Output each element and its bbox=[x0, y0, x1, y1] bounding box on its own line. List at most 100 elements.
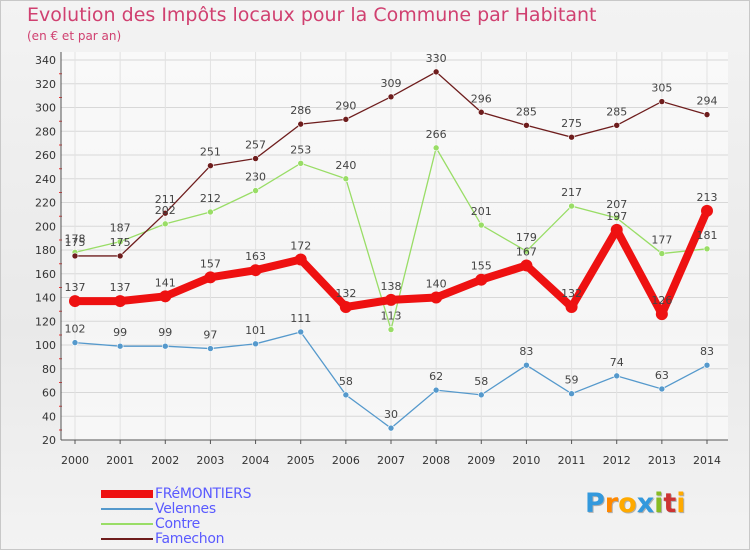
logo-letter: i bbox=[676, 488, 686, 519]
data-point bbox=[339, 301, 352, 313]
data-label: 172 bbox=[290, 240, 311, 253]
data-label: 102 bbox=[65, 323, 86, 336]
legend-item-contre: Contre bbox=[101, 516, 251, 532]
data-point bbox=[161, 342, 169, 350]
data-point bbox=[477, 221, 485, 229]
data-point bbox=[387, 326, 395, 333]
data-label: 181 bbox=[697, 229, 718, 242]
series-frmontiers bbox=[69, 204, 713, 321]
data-point bbox=[430, 291, 443, 304]
x-tick-label: 2009 bbox=[467, 454, 495, 467]
legend-swatch bbox=[101, 489, 153, 498]
data-point bbox=[116, 342, 124, 350]
y-tick-label: 340 bbox=[35, 54, 56, 67]
logo-letter: i bbox=[654, 488, 664, 519]
data-label: 140 bbox=[426, 278, 447, 291]
y-tick-label: 20 bbox=[42, 434, 56, 447]
data-label: 30 bbox=[384, 408, 398, 421]
data-point bbox=[658, 98, 666, 105]
data-point bbox=[294, 253, 307, 266]
data-label: 111 bbox=[290, 312, 311, 325]
data-label: 132 bbox=[335, 287, 356, 300]
x-tick-label: 2014 bbox=[693, 454, 721, 467]
y-tick-label: 100 bbox=[35, 339, 56, 352]
data-label: 132 bbox=[561, 287, 582, 300]
data-point bbox=[252, 155, 259, 162]
data-point bbox=[520, 259, 533, 272]
data-point bbox=[477, 108, 485, 116]
data-point bbox=[613, 214, 621, 222]
data-label: 74 bbox=[610, 356, 624, 369]
x-tick-label: 2011 bbox=[558, 454, 586, 467]
data-label: 63 bbox=[655, 369, 669, 382]
data-point bbox=[523, 247, 530, 255]
y-tick-label: 200 bbox=[35, 220, 56, 233]
x-tick-label: 2004 bbox=[242, 454, 270, 467]
data-label: 83 bbox=[700, 345, 714, 358]
data-label: 113 bbox=[381, 310, 402, 323]
data-label: 330 bbox=[426, 52, 447, 65]
data-point bbox=[432, 386, 440, 394]
data-point bbox=[477, 391, 485, 399]
data-point bbox=[523, 122, 530, 129]
x-tick-label: 2008 bbox=[422, 454, 450, 467]
legend-label: FRéMONTIERS bbox=[155, 485, 252, 502]
data-label: 251 bbox=[200, 146, 221, 159]
data-point bbox=[71, 339, 79, 346]
data-point bbox=[342, 116, 350, 123]
data-point bbox=[249, 264, 262, 277]
data-point bbox=[204, 271, 217, 284]
x-tick-label: 2010 bbox=[512, 454, 540, 467]
y-tick-label: 280 bbox=[35, 125, 56, 138]
chart-legend: FRéMONTIERS Velennes Contre Famechon bbox=[101, 485, 252, 547]
data-label: 155 bbox=[471, 260, 492, 273]
data-point bbox=[432, 68, 440, 76]
data-point bbox=[161, 220, 169, 228]
data-label: 285 bbox=[516, 105, 537, 118]
legend-swatch bbox=[101, 522, 153, 525]
series-contre bbox=[71, 144, 711, 333]
data-point bbox=[207, 162, 214, 169]
data-point bbox=[655, 308, 668, 321]
data-label: 175 bbox=[65, 236, 86, 249]
data-label: 305 bbox=[651, 82, 672, 95]
data-point bbox=[703, 361, 711, 369]
logo-letter: t bbox=[663, 488, 677, 519]
data-label: 294 bbox=[697, 95, 718, 108]
data-label: 197 bbox=[606, 210, 627, 223]
data-label: 179 bbox=[516, 231, 537, 244]
data-point bbox=[432, 144, 440, 152]
data-label: 275 bbox=[561, 117, 582, 130]
x-tick-label: 2006 bbox=[332, 454, 360, 467]
data-point bbox=[116, 238, 124, 245]
data-point bbox=[610, 223, 623, 236]
data-point bbox=[387, 424, 395, 432]
y-tick-label: 320 bbox=[35, 78, 56, 91]
logo-letter: x bbox=[636, 488, 655, 519]
data-label: 309 bbox=[381, 77, 402, 90]
legend-label: Velennes bbox=[155, 500, 216, 517]
y-tick-label: 240 bbox=[35, 173, 56, 186]
data-point bbox=[161, 209, 169, 217]
data-label: 266 bbox=[426, 128, 447, 141]
y-tick-label: 120 bbox=[35, 315, 56, 328]
data-point bbox=[475, 273, 488, 286]
data-label: 230 bbox=[245, 171, 266, 184]
logo-letter: o bbox=[618, 488, 637, 519]
chart-title: Evolution des Impôts locaux pour la Comm… bbox=[27, 4, 597, 26]
data-label: 99 bbox=[158, 326, 172, 339]
y-tick-label: 40 bbox=[42, 410, 56, 423]
data-label: 202 bbox=[155, 204, 176, 217]
legend-item-velennes: Velennes bbox=[101, 500, 251, 517]
x-tick-label: 2012 bbox=[603, 454, 631, 467]
data-label: 59 bbox=[565, 374, 579, 387]
data-label: 137 bbox=[110, 281, 131, 294]
data-point bbox=[297, 328, 305, 336]
data-point bbox=[658, 250, 666, 257]
data-point bbox=[252, 187, 259, 194]
legend-swatch bbox=[101, 537, 153, 540]
data-point bbox=[116, 252, 124, 260]
data-label: 126 bbox=[651, 294, 672, 307]
x-tick-label: 2002 bbox=[151, 454, 179, 467]
